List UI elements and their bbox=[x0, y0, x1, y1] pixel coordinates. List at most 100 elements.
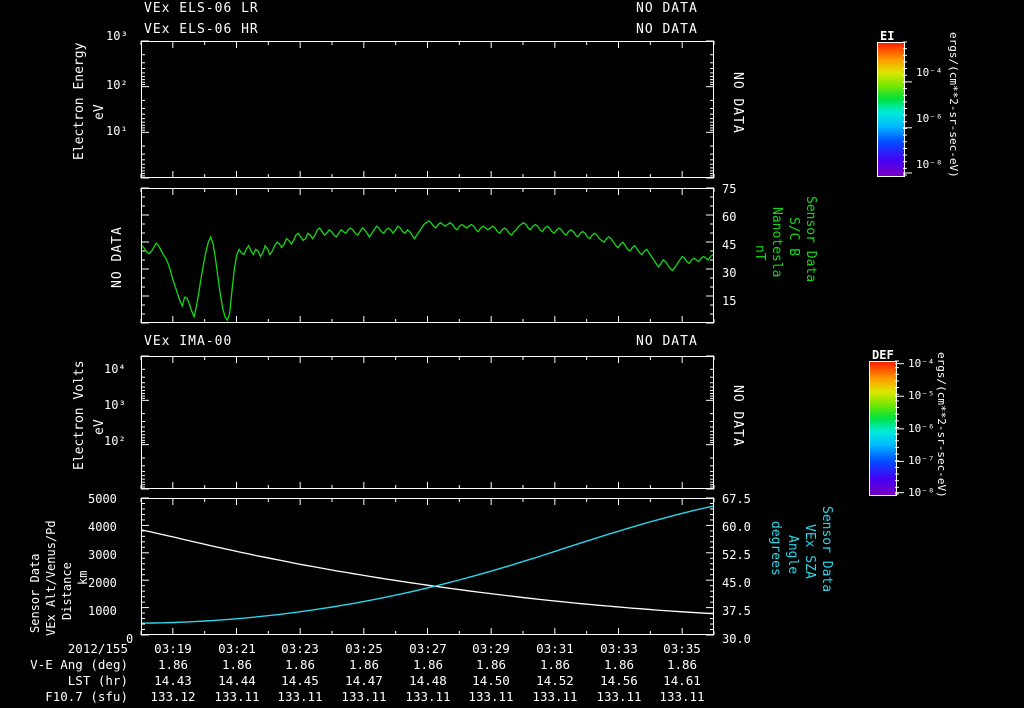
orbit-ytick-2000: 2000 bbox=[88, 576, 117, 590]
mag-ticks-svg bbox=[140, 187, 715, 324]
colorbar-def-ticks bbox=[895, 360, 904, 495]
ima-no-data-note: NO DATA bbox=[730, 385, 745, 447]
table-row-label-lst: LST (hr) bbox=[67, 673, 128, 688]
colorbar-def-tick-0: 10⁻⁴ bbox=[908, 357, 935, 370]
orbit-left-label-0: Sensor Data bbox=[28, 553, 42, 633]
ima-title-left: VEx IMA-00 bbox=[144, 334, 233, 349]
table-cell-time: 03:31 bbox=[536, 641, 574, 656]
table-cell-f107: 133.11 bbox=[214, 689, 260, 704]
mag-trace-svg bbox=[141, 220, 714, 322]
els-ytick-2: 10² bbox=[106, 78, 128, 92]
orbit-ytick-0: 0 bbox=[126, 632, 134, 646]
table-cell-veang: 1.86 bbox=[666, 657, 698, 672]
orbit-sza-tick-675: 67.5 bbox=[722, 492, 751, 506]
table-cell-veang: 1.86 bbox=[412, 657, 444, 672]
ima-ytick-4: 10⁴ bbox=[104, 362, 126, 376]
table-cell-veang: 1.86 bbox=[539, 657, 571, 672]
ima-ytick-3: 10³ bbox=[104, 398, 126, 412]
table-cell-time: 03:25 bbox=[345, 641, 383, 656]
table-cell-lst: 14.56 bbox=[600, 673, 638, 688]
mag-ytick-75: 75 bbox=[722, 182, 737, 196]
mag-ytick-15: 15 bbox=[722, 294, 737, 308]
els-title-hr-right: NO DATA bbox=[636, 22, 698, 37]
colorbar-ei-unit: ergs/(cm**2-sr-sec-eV) bbox=[947, 32, 960, 178]
table-row-label-date: 2012/155 bbox=[67, 641, 128, 656]
table-cell-time: 03:23 bbox=[281, 641, 319, 656]
table-row-label-f107: F10.7 (sfu) bbox=[45, 689, 128, 704]
table-cell-f107: 133.11 bbox=[659, 689, 705, 704]
orbit-ytick-1000: 1000 bbox=[88, 604, 117, 618]
table-cell-veang: 1.86 bbox=[348, 657, 380, 672]
table-cell-time: 03:33 bbox=[600, 641, 638, 656]
table-cell-lst: 14.47 bbox=[345, 673, 383, 688]
colorbar-ei-tick-2: 10⁻⁸ bbox=[916, 158, 943, 171]
colorbar-def-tick-2: 10⁻⁶ bbox=[908, 422, 935, 435]
orbit-sza-tick-600: 60.0 bbox=[722, 520, 751, 534]
orbit-sza-tick-450: 45.0 bbox=[722, 576, 751, 590]
table-cell-lst: 14.43 bbox=[154, 673, 192, 688]
mag-right-label-1: S/C B bbox=[786, 217, 801, 257]
mag-right-label-3: nT bbox=[752, 245, 767, 261]
colorbar-ei-tick-1: 10⁻⁶ bbox=[916, 112, 943, 125]
table-cell-time: 03:21 bbox=[218, 641, 256, 656]
orbit-panel bbox=[141, 498, 714, 635]
table-cell-veang: 1.86 bbox=[157, 657, 189, 672]
ima-y-axis-label: Electron Volts bbox=[72, 360, 87, 470]
table-cell-veang: 1.86 bbox=[475, 657, 507, 672]
els-ytick-3: 10³ bbox=[106, 29, 128, 43]
orbit-right-label-3: degrees bbox=[768, 521, 783, 576]
orbit-right-label-1: VEx SZA bbox=[802, 524, 817, 579]
mag-right-label-2: Nanotesla bbox=[769, 207, 784, 278]
table-cell-time: 03:35 bbox=[663, 641, 701, 656]
els-ytick-1: 10¹ bbox=[106, 124, 128, 138]
ima-y-axis-unit: eV bbox=[92, 419, 107, 435]
table-cell-time: 03:19 bbox=[154, 641, 192, 656]
ima-ytick-2: 10² bbox=[104, 434, 126, 448]
orbit-sza-tick-375: 37.5 bbox=[722, 604, 751, 618]
table-cell-lst: 14.61 bbox=[663, 673, 701, 688]
mag-right-label-0: Sensor Data bbox=[803, 196, 818, 283]
table-cell-lst: 14.52 bbox=[536, 673, 574, 688]
mag-ytick-30: 30 bbox=[722, 266, 737, 280]
table-cell-time: 03:27 bbox=[409, 641, 447, 656]
els-title-hr-left: VEx ELS-06 HR bbox=[144, 22, 259, 37]
orbit-ytick-3000: 3000 bbox=[88, 548, 117, 562]
orbit-right-label-2: Angle bbox=[785, 535, 800, 575]
colorbar-def-title: DEF bbox=[872, 348, 894, 362]
colorbar-def-tick-3: 10⁻⁷ bbox=[908, 454, 935, 467]
table-cell-lst: 14.48 bbox=[409, 673, 447, 688]
colorbar-def bbox=[869, 361, 897, 496]
orbit-ytick-5000: 5000 bbox=[88, 492, 117, 506]
ima-ticks-svg bbox=[140, 355, 715, 490]
table-cell-f107: 133.11 bbox=[341, 689, 387, 704]
els-y-axis-label: Electron Energy bbox=[72, 42, 87, 160]
table-cell-time: 03:29 bbox=[472, 641, 510, 656]
table-cell-f107: 133.11 bbox=[596, 689, 642, 704]
els-y-axis-unit: eV bbox=[92, 104, 107, 120]
colorbar-ei bbox=[877, 42, 905, 177]
orbit-ytick-4000: 4000 bbox=[88, 520, 117, 534]
colorbar-def-unit: ergs/(cm**2-sr-sec-eV) bbox=[935, 352, 948, 498]
els-title-lr-right: NO DATA bbox=[636, 1, 698, 16]
orbit-sza-tick-525: 52.5 bbox=[722, 548, 751, 562]
table-cell-lst: 14.45 bbox=[281, 673, 319, 688]
table-cell-f107: 133.11 bbox=[405, 689, 451, 704]
els-axis-ticks bbox=[140, 40, 715, 179]
colorbar-ei-ticks bbox=[903, 41, 912, 176]
orbit-traces-svg bbox=[141, 505, 714, 624]
table-cell-f107: 133.11 bbox=[468, 689, 514, 704]
colorbar-def-tick-4: 10⁻⁸ bbox=[908, 486, 935, 499]
table-cell-veang: 1.86 bbox=[221, 657, 253, 672]
table-cell-f107: 133.11 bbox=[532, 689, 578, 704]
colorbar-ei-tick-0: 10⁻⁴ bbox=[916, 66, 943, 79]
table-cell-lst: 14.44 bbox=[218, 673, 256, 688]
colorbar-ei-title: EI bbox=[880, 29, 895, 43]
ima-title-right: NO DATA bbox=[636, 334, 698, 349]
table-cell-f107: 133.11 bbox=[277, 689, 323, 704]
els-no-data-note: NO DATA bbox=[730, 72, 745, 134]
orbit-right-label-0: Sensor Data bbox=[819, 506, 834, 593]
orbit-ticks-svg bbox=[140, 497, 715, 636]
table-row-label-veang: V-E Ang (deg) bbox=[30, 657, 128, 672]
els-panel bbox=[141, 41, 714, 178]
els-title-lr-left: VEx ELS-06 LR bbox=[144, 1, 259, 16]
